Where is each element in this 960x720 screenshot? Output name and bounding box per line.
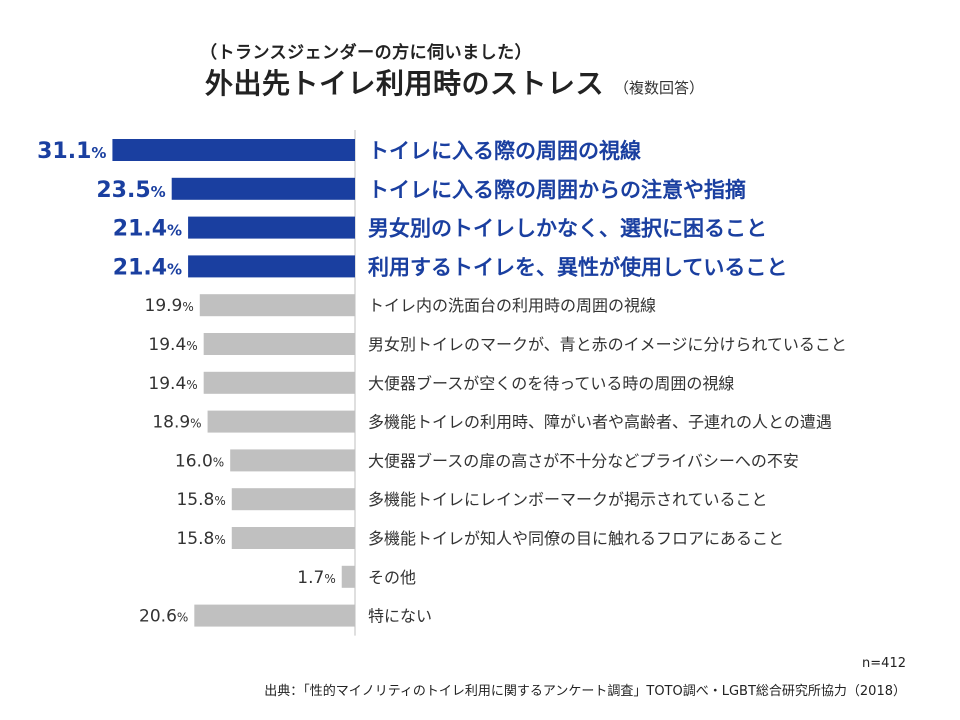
value-label: 1.7%: [297, 568, 335, 588]
sample-size: n=412: [862, 656, 906, 671]
value-label: 15.8%: [176, 529, 225, 549]
value-label: 18.9%: [152, 413, 201, 433]
category-label: トイレに入る際の周囲からの注意や指摘: [368, 178, 746, 202]
value-label: 16.0%: [175, 451, 224, 471]
bar: [203, 371, 355, 394]
source-note: 出典：「性的マイノリティのトイレ利用に関するアンケート調査」TOTO調べ・LGB…: [264, 684, 906, 699]
value-label: 19.4%: [148, 335, 197, 355]
bar: [231, 488, 355, 511]
value-label: 19.4%: [148, 374, 197, 394]
bar: [207, 410, 355, 433]
bar: [199, 294, 355, 317]
bar: [194, 604, 355, 627]
bar: [231, 527, 355, 549]
category-label: 特にない: [368, 607, 432, 626]
category-label: その他: [368, 568, 416, 587]
bar: [341, 565, 355, 588]
category-label: 大便器ブースが空くのを待っている時の周囲の視線: [368, 374, 734, 393]
category-label: 大便器ブースの扉の高さが不十分などプライバシーへの不安: [368, 451, 799, 470]
bar: [203, 333, 355, 355]
value-label: 31.1%: [37, 139, 106, 164]
value-label: 20.6%: [139, 607, 188, 627]
category-label: トイレ内の洗面台の利用時の周囲の視線: [368, 296, 656, 315]
category-label: 多機能トイレが知人や同僚の目に触れるフロアにあること: [368, 529, 784, 548]
value-label: 15.8%: [176, 490, 225, 510]
value-label: 23.5%: [96, 178, 165, 203]
value-label: 21.4%: [113, 217, 182, 242]
category-label: 男女別トイレのマークが、青と赤のイメージに分けられていること: [368, 335, 847, 354]
chart-title-note: （複数回答）: [614, 79, 705, 97]
bar: [171, 177, 355, 200]
bar: [112, 139, 355, 161]
chart-subtitle: （トランスジェンダーの方に伺いました）: [200, 43, 533, 63]
value-label: 19.9%: [145, 296, 194, 316]
chart-title: 外出先トイレ利用時のストレス: [205, 67, 605, 100]
category-label: 多機能トイレにレインボーマークが掲示されていること: [368, 490, 768, 509]
category-label: 多機能トイレの利用時、障がい者や高齢者、子連れの人との遭遇: [368, 413, 832, 432]
category-label: 男女別のトイレしかなく、選択に困ること: [368, 217, 767, 241]
bar: [188, 255, 355, 278]
bar: [188, 216, 355, 239]
value-label: 21.4%: [113, 255, 182, 280]
category-label: 利用するトイレを、異性が使用していること: [368, 255, 787, 279]
category-label: トイレに入る際の周囲の視線: [368, 139, 641, 163]
title-row: 外出先トイレ利用時のストレス （複数回答）: [205, 62, 704, 102]
bar: [230, 449, 355, 472]
bar-chart: 31.1% トイレに入る際の周囲の視線 23.5% トイレに入る際の周囲からの注意や指…: [37, 130, 847, 636]
